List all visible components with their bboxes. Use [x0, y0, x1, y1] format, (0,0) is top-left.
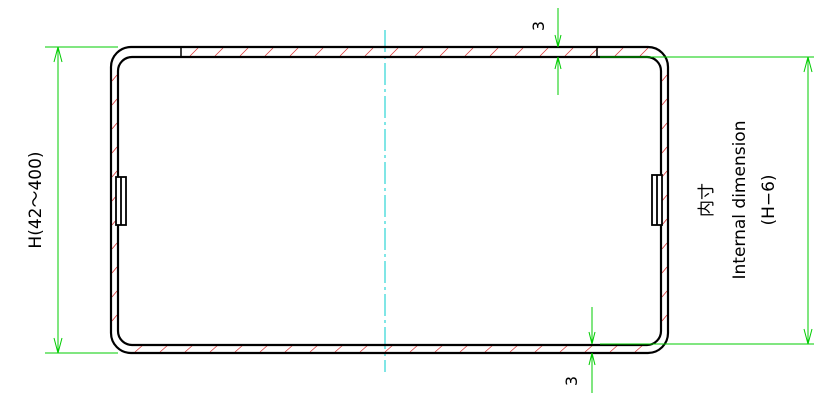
hatch-line — [309, 344, 319, 353]
hatch-line — [384, 344, 394, 353]
left-joint — [115, 176, 127, 226]
hatch-line — [559, 344, 569, 353]
hatch-line — [661, 74, 668, 82]
hatch-line — [539, 47, 549, 57]
hatch-line — [661, 98, 668, 106]
hatch-line — [661, 266, 668, 274]
hatch-line — [111, 146, 118, 154]
hatch-line — [189, 47, 199, 57]
hatch-line — [111, 290, 118, 298]
hatch-line — [111, 314, 118, 322]
hatch-line — [314, 47, 324, 57]
hatch-line — [439, 47, 449, 57]
hatch-line — [459, 344, 469, 353]
hatch-line — [661, 242, 668, 250]
right-joint — [651, 174, 663, 226]
hatch-line — [134, 344, 144, 353]
wall-hatching — [111, 47, 668, 353]
hatch-line — [184, 344, 194, 353]
hatch-line — [111, 266, 118, 274]
hatch-line — [614, 47, 624, 57]
top-thickness-label: 3 — [529, 21, 548, 31]
hatch-line — [234, 344, 244, 353]
hatch-line — [534, 344, 544, 353]
hatch-line — [639, 47, 649, 57]
hatch-line — [409, 344, 419, 353]
top-thickness-dimension — [554, 8, 562, 95]
hatch-line — [111, 98, 118, 106]
hatch-line — [111, 122, 118, 130]
hatch-line — [514, 47, 524, 57]
hatch-line — [661, 290, 668, 298]
hatch-line — [111, 242, 118, 250]
hatch-line — [214, 47, 224, 57]
hatch-line — [111, 170, 118, 178]
hatch-line — [661, 122, 668, 130]
hatch-line — [434, 344, 444, 353]
hatch-line — [609, 344, 619, 353]
hatch-line — [564, 47, 574, 57]
hatch-line — [111, 74, 118, 82]
inner-wall — [116, 55, 663, 347]
height-dimension — [45, 46, 118, 354]
hatch-line — [209, 344, 219, 353]
internal-label-jp: 内寸 — [697, 183, 717, 217]
hatch-line — [334, 344, 344, 353]
bottom-thickness-label: 3 — [562, 376, 581, 386]
hatch-line — [389, 47, 399, 57]
hatch-line — [634, 344, 644, 353]
hatch-line — [661, 314, 668, 322]
hatch-line — [284, 344, 294, 353]
hatch-line — [489, 47, 499, 57]
hatch-line — [464, 47, 474, 57]
hatch-line — [239, 47, 249, 57]
hatch-line — [661, 146, 668, 154]
hatch-line — [159, 344, 169, 353]
profile-outline — [109, 45, 670, 355]
hatch-line — [364, 47, 374, 57]
hatch-line — [289, 47, 299, 57]
bottom-thickness-dimension — [588, 307, 596, 393]
height-label: H(42～400) — [26, 151, 46, 248]
hatch-line — [509, 344, 519, 353]
hatch-line — [264, 47, 274, 57]
hatch-line — [484, 344, 494, 353]
hatch-line — [259, 344, 269, 353]
internal-dimension — [600, 56, 814, 345]
hatch-line — [584, 344, 594, 353]
hatch-line — [359, 344, 369, 353]
hatch-line — [339, 47, 349, 57]
hatch-line — [414, 47, 424, 57]
internal-label-formula: (H−6) — [759, 174, 779, 225]
internal-label-en: Internal dimension — [730, 121, 750, 280]
outer-wall — [109, 45, 670, 355]
